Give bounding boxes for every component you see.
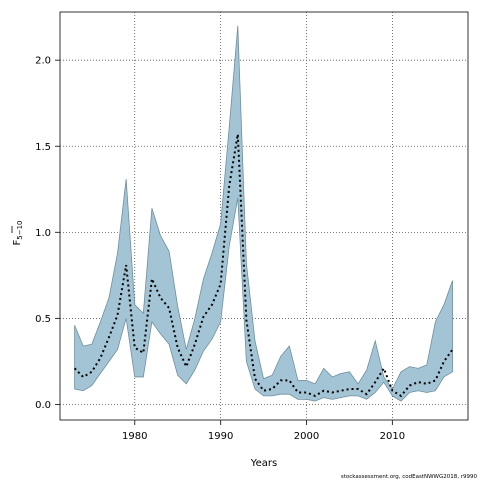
x-tick-label: 2000	[294, 431, 319, 442]
x-tick-label: 1990	[208, 431, 233, 442]
x-tick-label: 1980	[122, 431, 147, 442]
y-tick-label: 0.0	[35, 400, 51, 411]
y-tick-label: 1.5	[35, 142, 51, 153]
grid	[60, 12, 468, 420]
plot-frame	[59, 11, 469, 421]
x-tick-label: 2010	[380, 431, 405, 442]
estimate-line	[73, 134, 454, 398]
x-axis-label: Years	[250, 458, 277, 469]
y-tick-label: 1.0	[35, 228, 51, 239]
y-axis-label: F5−10	[12, 221, 24, 246]
confidence-band	[74, 25, 453, 402]
y-tick-label: 0.5	[35, 314, 51, 325]
y-axis-label-main: F	[12, 240, 23, 246]
x-axis-ticks: 1980 1990 2000 2010	[122, 420, 405, 442]
svg-text:F5−10: F5−10	[12, 221, 24, 246]
y-axis-ticks: 0.0 0.5 1.0 1.5 2.0	[35, 56, 60, 411]
y-axis-label-sub: 5−10	[16, 221, 24, 240]
y-tick-label: 2.0	[35, 56, 51, 67]
credit-text: stockassessment.org, codEastNWWG2018, r9…	[341, 474, 478, 480]
